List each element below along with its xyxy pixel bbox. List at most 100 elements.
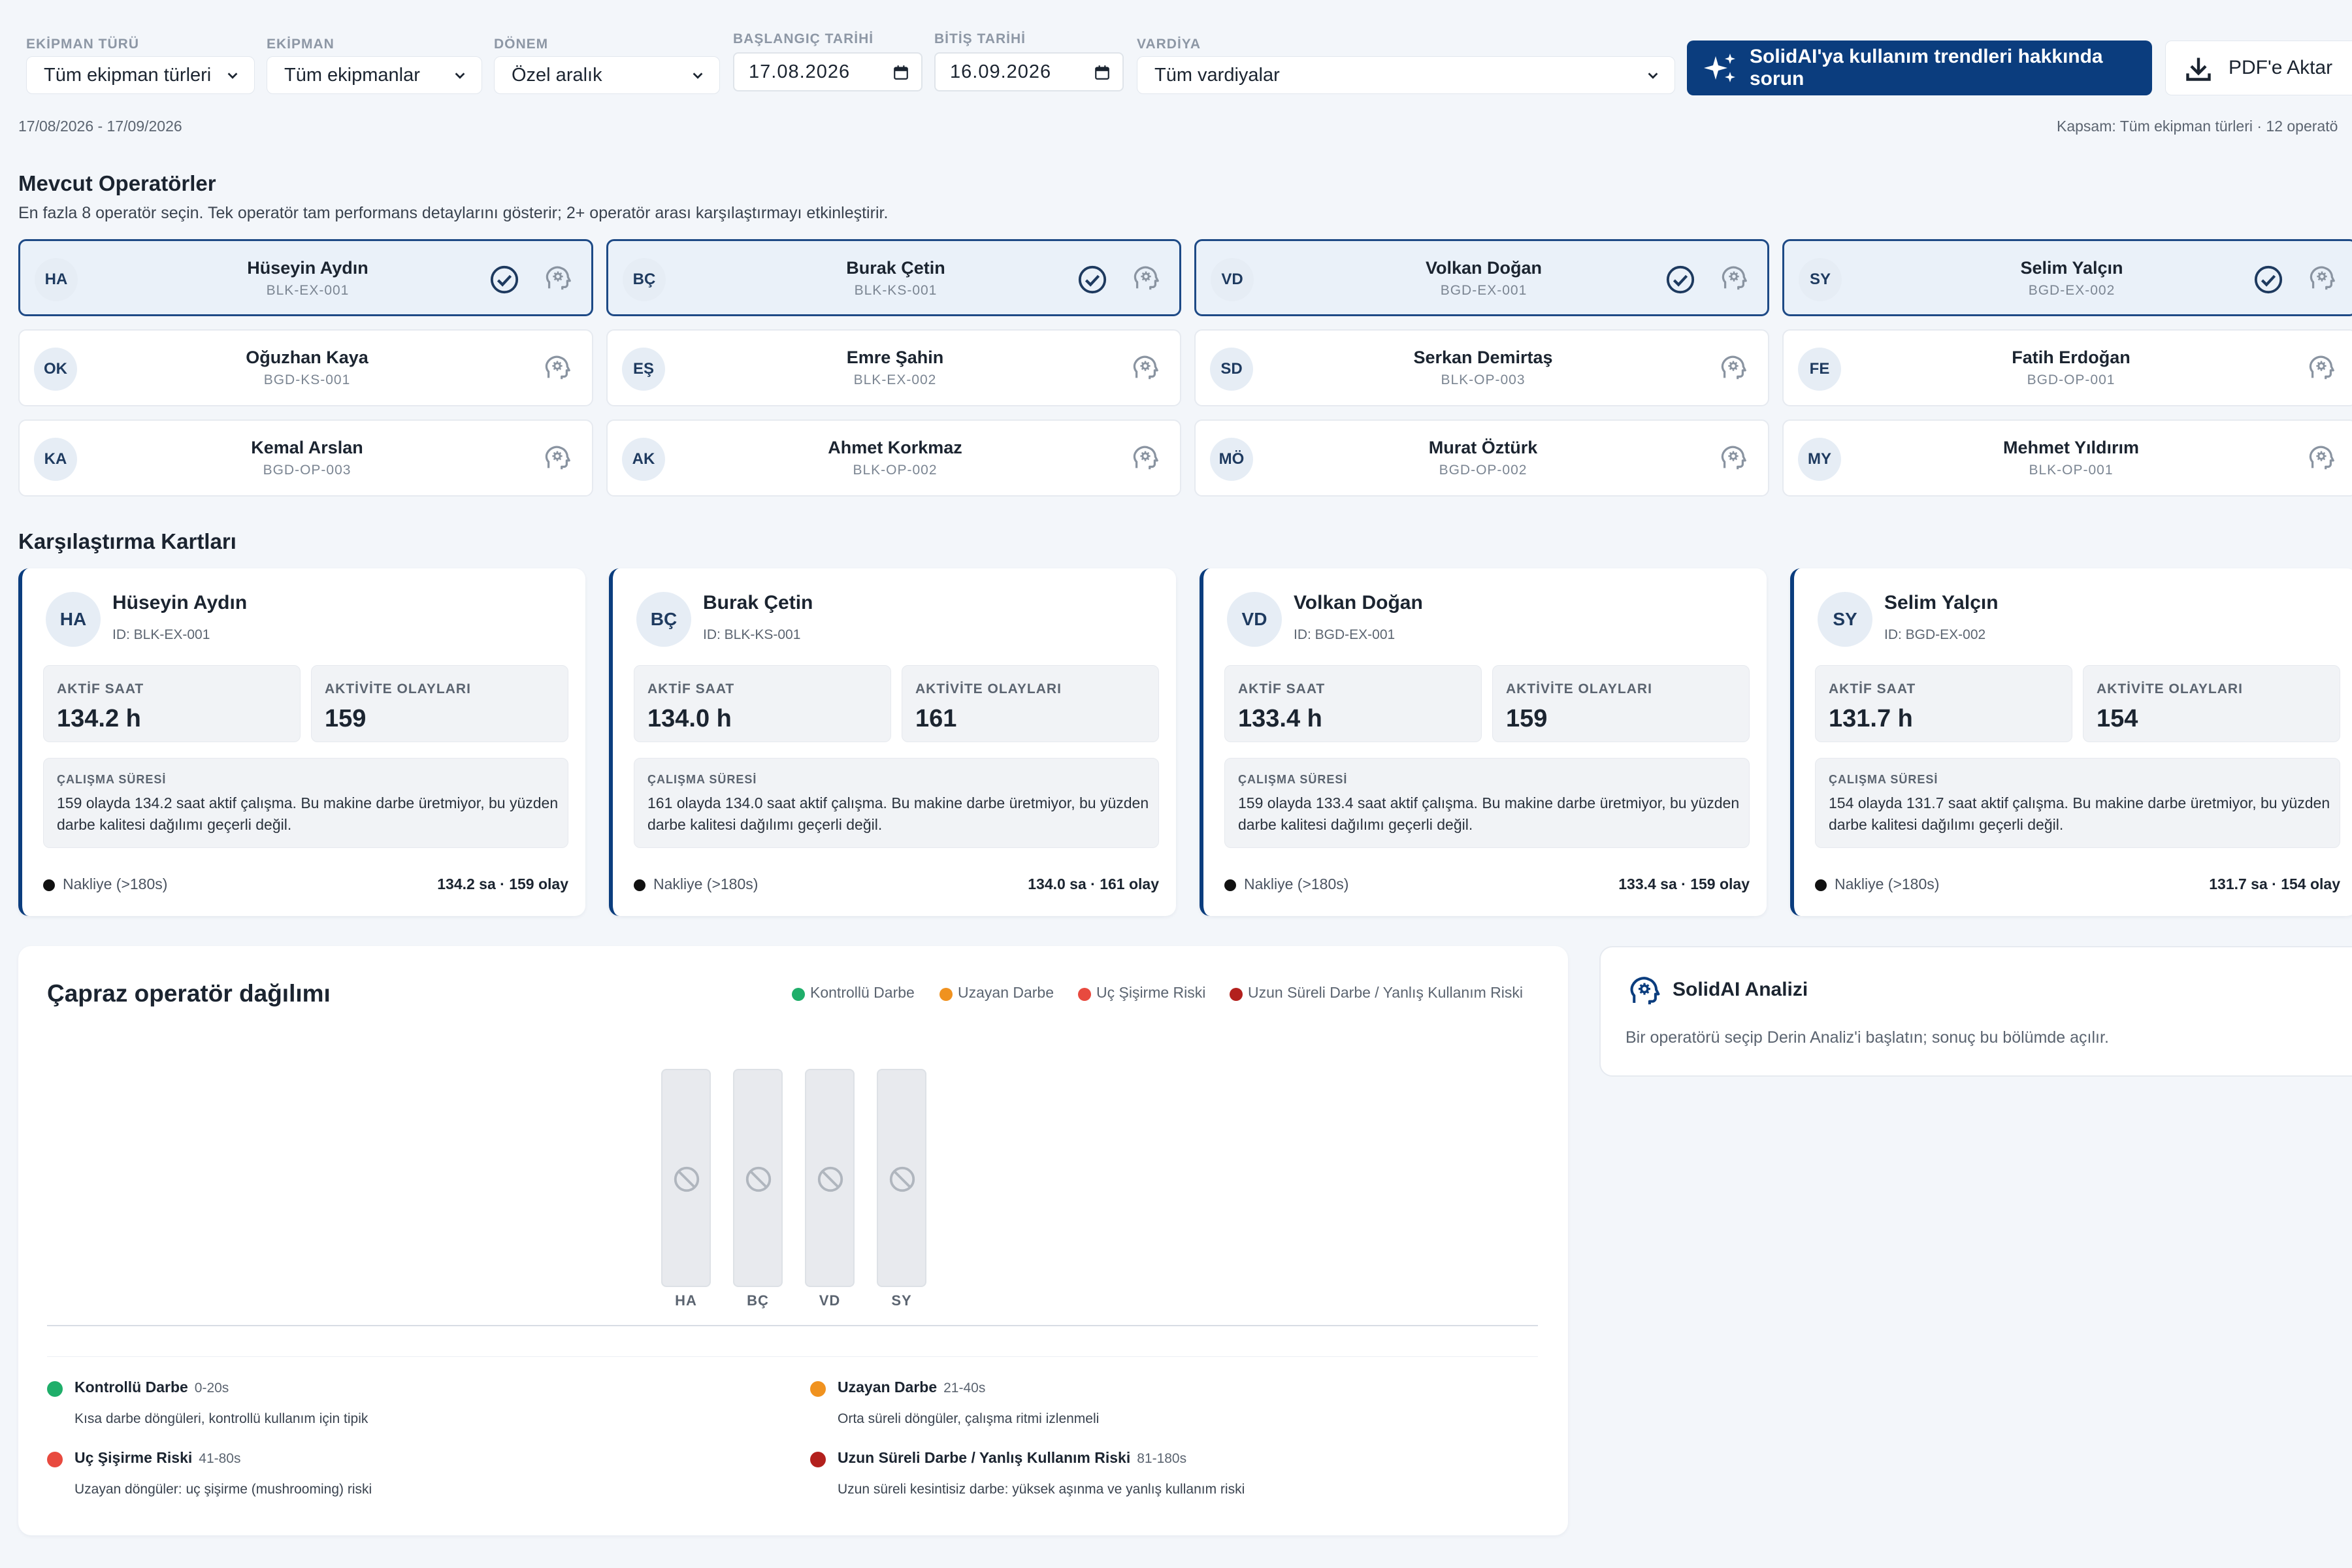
ask-solidai-button[interactable]: SolidAI'ya kullanım trendleri hakkında s…: [1687, 41, 2152, 95]
stat-value: 131.7 h: [1829, 705, 1913, 732]
operator-name: Selim Yalçın: [2020, 258, 2123, 278]
category-dot-icon: [47, 1381, 63, 1397]
bar-label: BÇ: [747, 1292, 769, 1309]
calendar-icon[interactable]: [892, 64, 909, 81]
category-range: 0-20s: [194, 1380, 229, 1396]
stat-value: 159: [325, 705, 367, 732]
ai-analyze-icon[interactable]: [2306, 443, 2336, 473]
operator-card[interactable]: SY Selim Yalçın BGD-EX-002: [1782, 239, 2352, 316]
avatar: HA: [46, 592, 101, 647]
end-date-input[interactable]: 16.09.2026: [934, 52, 1124, 91]
operator-card[interactable]: MÖ Murat Öztürk BGD-OP-002: [1194, 419, 1769, 497]
operator-card[interactable]: HA Hüseyin Aydın BLK-EX-001: [18, 239, 593, 316]
equipment-type-label: EKİPMAN TÜRÜ: [26, 37, 139, 52]
operator-name: Oğuzhan Kaya: [246, 348, 368, 367]
category-title: Uzun Süreli Darbe / Yanlış Kullanım Risk…: [838, 1449, 1131, 1466]
ai-analyze-icon[interactable]: [543, 263, 573, 293]
transport-label: Nakliye (>180s): [1244, 875, 1349, 892]
transport-value: 134.0 sa · 161 olay: [1028, 875, 1159, 892]
ai-analyze-icon[interactable]: [1130, 443, 1160, 473]
operator-name: Fatih Erdoğan: [2012, 348, 2131, 367]
transport-label: Nakliye (>180s): [1835, 875, 1940, 892]
ai-analyze-button[interactable]: [542, 443, 572, 476]
operator-card[interactable]: BÇ Burak Çetin BLK-KS-001: [606, 239, 1181, 316]
operator-card[interactable]: KA Kemal Arslan BGD-OP-003: [18, 419, 593, 497]
ai-analyze-button[interactable]: [2306, 353, 2336, 386]
not-applicable-icon: [745, 1166, 772, 1192]
operator-name: Hüseyin Aydın: [112, 592, 248, 613]
operator-bar: [733, 1069, 783, 1287]
comparison-card: BÇ Burak Çetin ID: BLK-KS-001 AKTİF SAAT 134…: [609, 568, 1176, 916]
equipment-select[interactable]: Tüm ekipmanlar: [267, 56, 482, 94]
ai-analyze-button[interactable]: [2306, 443, 2336, 476]
operator-id: BLK-OP-002: [853, 463, 938, 478]
shift-value: Tüm vardiyalar: [1154, 64, 1280, 86]
operator-id: BGD-KS-001: [263, 372, 351, 387]
ai-analyze-icon[interactable]: [542, 353, 572, 383]
check-circle-icon[interactable]: [1077, 265, 1107, 295]
category-dot-icon: [810, 1381, 826, 1397]
bar-label: HA: [675, 1292, 697, 1309]
date-range-text: 17/08/2026 - 17/09/2026: [18, 118, 182, 135]
equipment-type-select[interactable]: Tüm ekipman türleri: [26, 56, 255, 94]
operator-id: BLK-EX-002: [853, 372, 937, 387]
end-date-label: BİTİŞ TARİHİ: [934, 31, 1026, 46]
legend-label: Uç Şişirme Riski: [1096, 984, 1206, 1001]
ai-analyze-icon[interactable]: [1131, 263, 1161, 293]
ai-analyze-button[interactable]: [1718, 443, 1748, 476]
shift-label: VARDİYA: [1137, 37, 1201, 52]
start-date-input[interactable]: 17.08.2026: [733, 52, 923, 91]
ai-analyze-icon[interactable]: [1719, 263, 1749, 293]
operator-card[interactable]: VD Volkan Doğan BGD-EX-001: [1194, 239, 1769, 316]
ai-analyze-icon[interactable]: [542, 443, 572, 473]
period-select[interactable]: Özel aralık: [494, 56, 720, 94]
chevron-down-icon: [227, 73, 238, 79]
ai-analyze-icon[interactable]: [1130, 353, 1160, 383]
avatar: EŞ: [622, 348, 665, 391]
calendar-icon[interactable]: [1094, 64, 1111, 81]
operator-name: Hüseyin Aydın: [247, 258, 368, 278]
ai-analyze-button[interactable]: [1718, 353, 1748, 386]
category-desc: Kısa darbe döngüleri, kontrollü kullanım…: [74, 1411, 368, 1426]
avatar: SY: [1799, 258, 1842, 301]
ai-analyze-button[interactable]: [2307, 263, 2337, 297]
operator-id: BGD-OP-001: [2027, 372, 2115, 387]
work-duration-note: ÇALIŞMA SÜRESİ 159 olayda 133.4 saat akti…: [1224, 758, 1750, 848]
ai-analyze-button[interactable]: [1719, 263, 1749, 297]
work-duration-note: ÇALIŞMA SÜRESİ 159 olayda 134.2 saat akti…: [43, 758, 568, 848]
ai-analyze-button[interactable]: [1130, 443, 1160, 476]
black-dot-icon: [43, 879, 55, 891]
export-pdf-button[interactable]: PDF'e Aktar: [2165, 41, 2352, 95]
operator-name: Burak Çetin: [846, 258, 945, 278]
operator-card[interactable]: SD Serkan Demirtaş BLK-OP-003: [1194, 329, 1769, 406]
operator-id: BGD-OP-002: [1439, 463, 1527, 478]
operator-name: Emre Şahin: [846, 348, 944, 367]
operator-bar: [805, 1069, 855, 1287]
ai-analyze-button[interactable]: [1131, 263, 1161, 297]
check-circle-icon[interactable]: [1665, 265, 1695, 295]
stat-value: 133.4 h: [1238, 705, 1322, 732]
operator-card[interactable]: EŞ Emre Şahin BLK-EX-002: [606, 329, 1181, 406]
ai-analyze-icon[interactable]: [1718, 443, 1748, 473]
ai-analyze-icon[interactable]: [2306, 353, 2336, 383]
operator-card[interactable]: MY Mehmet Yıldırım BLK-OP-001: [1782, 419, 2352, 497]
ai-analyze-button[interactable]: [1130, 353, 1160, 386]
operator-card[interactable]: AK Ahmet Korkmaz BLK-OP-002: [606, 419, 1181, 497]
ai-analyze-button[interactable]: [542, 353, 572, 386]
active-hours-stat: AKTİF SAAT 134.2 h: [43, 665, 301, 742]
operator-name: Burak Çetin: [703, 592, 813, 613]
check-circle-icon[interactable]: [2253, 265, 2283, 295]
comparison-card: HA Hüseyin Aydın ID: BLK-EX-001 AKTİF SAAT 1…: [18, 568, 585, 916]
operator-card[interactable]: OK Oğuzhan Kaya BGD-KS-001: [18, 329, 593, 406]
shift-select[interactable]: Tüm vardiyalar: [1137, 56, 1675, 94]
ai-analyze-icon[interactable]: [1718, 353, 1748, 383]
operator-card[interactable]: FE Fatih Erdoğan BGD-OP-001: [1782, 329, 2352, 406]
ai-analyze-button[interactable]: [543, 263, 573, 297]
ai-analyze-icon[interactable]: [2307, 263, 2337, 293]
operator-id: BGD-EX-001: [1440, 283, 1527, 298]
legend-dot-icon: [1230, 988, 1243, 1001]
avatar: AK: [622, 438, 665, 481]
legend-dot-icon: [1078, 988, 1091, 1001]
check-circle-icon[interactable]: [489, 265, 519, 295]
stat-label: AKTİF SAAT: [1238, 681, 1326, 696]
